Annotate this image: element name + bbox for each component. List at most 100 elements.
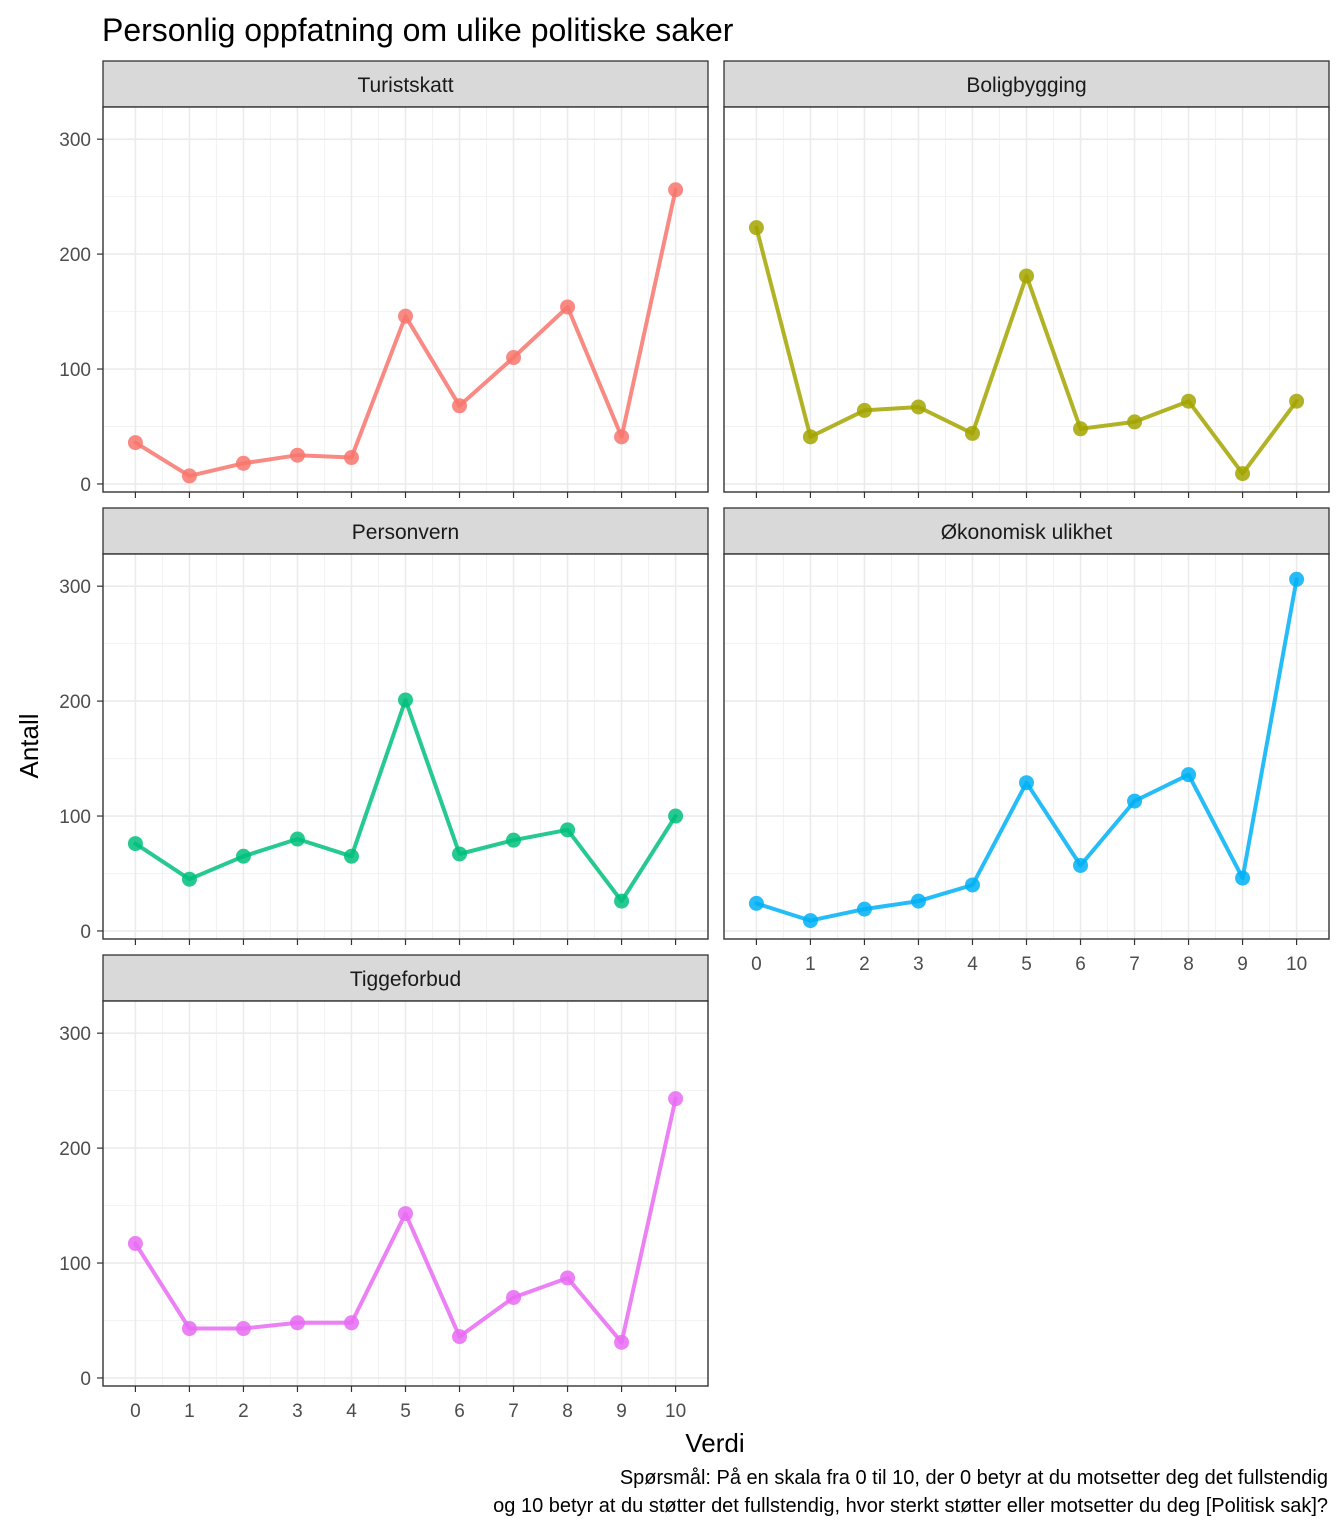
x-tick-label: 0 bbox=[751, 954, 762, 975]
facet-strip-label: Økonomisk ulikhet bbox=[941, 521, 1113, 544]
y-tick-label: 200 bbox=[59, 692, 91, 713]
facet-strip-label: Tiggeforbud bbox=[350, 968, 461, 991]
data-point-tiggeforbud-7 bbox=[506, 1290, 522, 1306]
facet-strip bbox=[723, 60, 1330, 108]
y-tick-label: 0 bbox=[80, 922, 91, 943]
data-point-okonomisk-ulikhet-7 bbox=[1127, 793, 1143, 809]
y-axis-title: Antall bbox=[14, 713, 44, 778]
data-point-okonomisk-ulikhet-1 bbox=[802, 913, 818, 929]
data-point-turistskatt-3 bbox=[289, 447, 305, 463]
x-tick-label: 4 bbox=[346, 1401, 357, 1422]
data-point-personvern-5 bbox=[398, 692, 413, 708]
caption-line-2: og 10 betyr at du støtter det fullstendi… bbox=[493, 1495, 1328, 1517]
facet-okonomisk-ulikhet: Økonomisk ulikhet 0 1 2 3 4 5 6 7 8 9 10 bbox=[723, 507, 1330, 975]
data-point-turistskatt-0 bbox=[127, 435, 143, 451]
data-point-personvern-8 bbox=[560, 822, 576, 838]
data-point-turistskatt-5 bbox=[398, 308, 413, 324]
facet-strip bbox=[102, 60, 709, 108]
data-point-boligbygging-5 bbox=[1019, 268, 1034, 284]
data-point-okonomisk-ulikhet-4 bbox=[964, 877, 980, 893]
data-point-boligbygging-1 bbox=[802, 429, 818, 445]
data-point-turistskatt-8 bbox=[560, 299, 576, 315]
x-tick-label: 9 bbox=[616, 1401, 627, 1422]
data-point-boligbygging-7 bbox=[1127, 414, 1143, 430]
x-tick-label: 5 bbox=[1021, 954, 1032, 975]
data-point-boligbygging-9 bbox=[1235, 466, 1251, 482]
y-tick-label: 0 bbox=[80, 475, 91, 496]
data-point-okonomisk-ulikhet-0 bbox=[748, 895, 764, 911]
data-point-turistskatt-10 bbox=[668, 182, 684, 198]
data-point-personvern-0 bbox=[127, 836, 143, 852]
x-tick-label: 6 bbox=[1075, 954, 1086, 975]
data-point-okonomisk-ulikhet-10 bbox=[1289, 571, 1305, 587]
x-tick-label: 0 bbox=[130, 1401, 141, 1422]
data-point-turistskatt-9 bbox=[614, 429, 630, 445]
y-tick-label: 100 bbox=[59, 807, 91, 828]
data-point-tiggeforbud-3 bbox=[289, 1315, 305, 1331]
x-tick-label: 3 bbox=[292, 1401, 303, 1422]
x-tick-label: 7 bbox=[508, 1401, 519, 1422]
data-point-personvern-10 bbox=[668, 808, 684, 824]
data-point-personvern-6 bbox=[452, 846, 468, 862]
y-tick-label: 200 bbox=[59, 1139, 91, 1160]
data-point-okonomisk-ulikhet-6 bbox=[1073, 857, 1089, 873]
x-tick-label: 2 bbox=[859, 954, 870, 975]
data-point-okonomisk-ulikhet-9 bbox=[1235, 870, 1251, 886]
data-point-boligbygging-6 bbox=[1073, 421, 1089, 437]
facet-strip-label: Turistskatt bbox=[357, 74, 453, 97]
data-point-tiggeforbud-9 bbox=[614, 1334, 630, 1350]
y-tick-label: 300 bbox=[59, 577, 91, 598]
data-point-tiggeforbud-0 bbox=[127, 1235, 143, 1251]
data-point-turistskatt-1 bbox=[181, 468, 197, 484]
x-tick-label: 8 bbox=[562, 1401, 573, 1422]
data-point-turistskatt-6 bbox=[452, 398, 468, 414]
data-point-boligbygging-8 bbox=[1181, 393, 1197, 409]
data-point-okonomisk-ulikhet-2 bbox=[856, 901, 872, 917]
data-point-turistskatt-2 bbox=[235, 455, 251, 471]
y-tick-label: 300 bbox=[59, 130, 91, 151]
data-point-tiggeforbud-1 bbox=[181, 1321, 197, 1337]
x-tick-label: 6 bbox=[454, 1401, 465, 1422]
caption-line-1: Spørsmål: På en skala fra 0 til 10, der … bbox=[620, 1467, 1328, 1489]
x-tick-label: 8 bbox=[1183, 954, 1194, 975]
data-point-turistskatt-7 bbox=[506, 350, 522, 366]
y-tick-label: 200 bbox=[59, 245, 91, 266]
facet-boligbygging: Boligbygging bbox=[723, 60, 1330, 498]
data-point-okonomisk-ulikhet-8 bbox=[1181, 767, 1197, 783]
data-point-personvern-3 bbox=[289, 831, 305, 847]
data-point-personvern-2 bbox=[235, 848, 251, 864]
x-tick-label: 5 bbox=[400, 1401, 411, 1422]
facet-strip bbox=[102, 954, 709, 1002]
x-tick-label: 10 bbox=[1286, 954, 1307, 975]
x-tick-label: 2 bbox=[238, 1401, 249, 1422]
x-tick-label: 4 bbox=[967, 954, 978, 975]
facet-panels: Turistskatt0100200300BoligbyggingPersonv… bbox=[59, 60, 1330, 1422]
data-point-tiggeforbud-10 bbox=[668, 1091, 684, 1107]
y-tick-label: 100 bbox=[59, 360, 91, 381]
data-point-okonomisk-ulikhet-3 bbox=[910, 893, 926, 909]
facet-tiggeforbud: Tiggeforbud 0 100 200 300 0 1 2 3 4 5 6 7 8 9 10 bbox=[59, 954, 709, 1422]
facet-strip-label: Personvern bbox=[352, 521, 459, 544]
x-tick-label: 7 bbox=[1129, 954, 1140, 975]
facet-turistskatt: Turistskatt 0 100 200 300 bbox=[59, 60, 709, 498]
data-point-turistskatt-4 bbox=[343, 450, 359, 466]
facet-strip-label: Boligbygging bbox=[966, 74, 1086, 97]
data-point-boligbygging-2 bbox=[856, 402, 872, 418]
x-tick-label: 9 bbox=[1237, 954, 1248, 975]
data-point-okonomisk-ulikhet-5 bbox=[1019, 775, 1034, 791]
data-point-tiggeforbud-2 bbox=[235, 1321, 251, 1337]
data-point-boligbygging-0 bbox=[748, 220, 764, 236]
data-point-tiggeforbud-4 bbox=[343, 1315, 359, 1331]
y-tick-label: 100 bbox=[59, 1254, 91, 1275]
chart-title: Personlig oppfatning om ulike politiske … bbox=[102, 12, 734, 48]
x-axis-title: Verdi bbox=[685, 1428, 744, 1458]
data-point-boligbygging-10 bbox=[1289, 393, 1305, 409]
facet-strip bbox=[102, 507, 709, 555]
data-point-personvern-9 bbox=[614, 893, 630, 909]
x-tick-label: 10 bbox=[665, 1401, 686, 1422]
data-point-boligbygging-4 bbox=[964, 425, 980, 441]
x-tick-label: 3 bbox=[913, 954, 924, 975]
y-tick-label: 0 bbox=[80, 1369, 91, 1390]
data-point-personvern-1 bbox=[181, 871, 197, 887]
